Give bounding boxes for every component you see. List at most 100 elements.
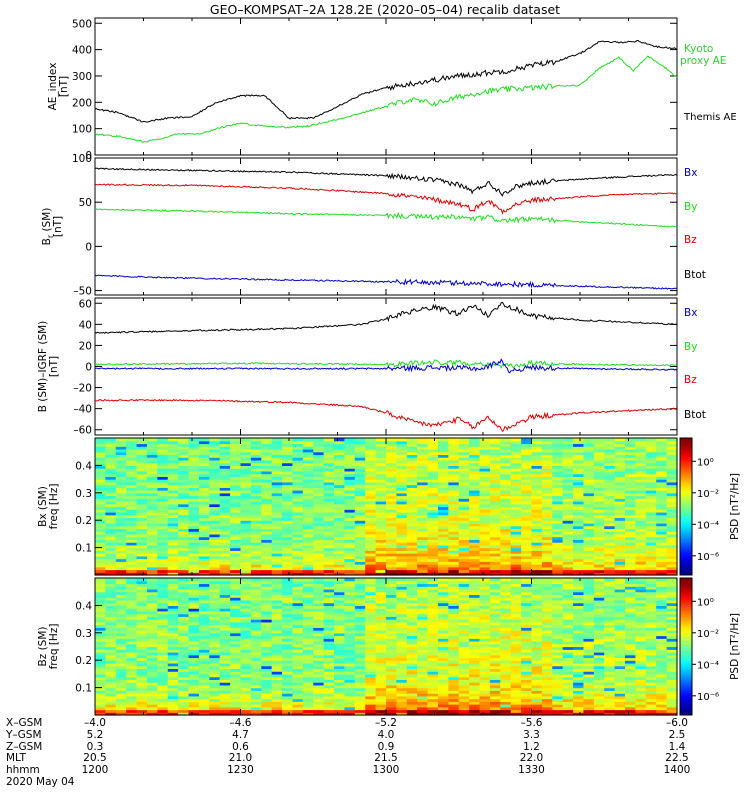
spectrogram-cell (386, 594, 397, 598)
spectrogram-cell (157, 438, 169, 442)
spectrogram-cell (354, 517, 366, 521)
spectrogram-cell (136, 566, 148, 571)
spectrogram-cell (261, 459, 273, 464)
spectrogram-cell (292, 531, 304, 535)
spectrogram-cell (500, 547, 512, 551)
spectrogram-cell (365, 627, 377, 631)
spectrogram-cell (136, 547, 148, 551)
spectrogram-cell (313, 520, 325, 524)
spectrogram-cell (250, 462, 262, 466)
spectrogram-cell (240, 553, 252, 557)
spectrogram-cell (458, 501, 470, 505)
spectrogram-cell (292, 539, 304, 543)
spectrogram-cell (469, 438, 481, 442)
spectrogram-cell (625, 572, 637, 576)
spectrogram-cell (562, 503, 574, 508)
spectrogram-cell (344, 522, 356, 527)
spectrogram-cell (583, 561, 595, 565)
spectrogram-cell (583, 536, 595, 540)
spectrogram-cell (375, 621, 387, 626)
spectrogram-cell (666, 465, 678, 469)
spectrogram-cell (583, 457, 595, 461)
spectrogram-cell (282, 695, 294, 700)
spectrogram-cell (458, 454, 470, 458)
spectrogram-cell (427, 646, 439, 650)
spectrogram-cell (479, 520, 491, 524)
spectrogram-cell (178, 624, 190, 628)
spectrogram-cell (500, 484, 512, 488)
spectrogram-cell (479, 476, 491, 480)
spectrogram-cell (396, 522, 408, 527)
spectrogram-cell (479, 462, 491, 466)
spectrogram-cell (469, 468, 481, 472)
spectrogram-cell (209, 498, 221, 502)
spectrogram-cell (157, 690, 169, 694)
spectrogram-cell (365, 619, 377, 623)
spectrogram-cell (635, 462, 647, 466)
spectrogram-cell (635, 553, 647, 557)
spectrogram-cell (562, 440, 574, 445)
spectrogram-cell (531, 495, 543, 499)
spectrogram-cell (302, 635, 314, 639)
spectrogram-cell (635, 470, 647, 475)
spectrogram-cell (146, 676, 158, 680)
spectrogram-cell (396, 440, 408, 445)
spectrogram-cell (635, 509, 647, 513)
spectrogram-cell (573, 522, 585, 527)
spectrogram-cell (635, 531, 647, 535)
spectrogram-cell (479, 619, 491, 623)
spectrogram-cell (604, 446, 616, 450)
spectrogram-cell (541, 440, 553, 445)
spectrogram-cell (240, 446, 252, 450)
spectrogram-cell (126, 522, 138, 527)
spectrogram-cell (396, 679, 408, 683)
spectrogram-cell (198, 679, 210, 683)
spectrogram-cell (396, 539, 408, 543)
spectrogram-cell (282, 501, 294, 505)
spectrogram-cell (479, 586, 491, 590)
spectrogram-cell (188, 578, 200, 582)
spectrogram-cell (209, 583, 221, 587)
spectrogram-cell (105, 583, 117, 587)
spectrogram-cell (95, 646, 106, 650)
spectrogram-cell (427, 558, 439, 562)
spectrogram-cell (437, 514, 449, 519)
spectrogram-cell (427, 693, 439, 697)
spectrogram-cell (437, 698, 449, 702)
spectrogram-cell (292, 470, 304, 475)
spectrogram-cell (198, 448, 210, 453)
spectrogram-cell (323, 555, 335, 560)
spectrogram-cell (146, 673, 158, 678)
spectrogram-cell (375, 484, 387, 488)
spectrogram-cell (250, 558, 262, 562)
spectrogram-cell (396, 446, 408, 450)
spectrogram-cell (126, 459, 138, 464)
spectrogram-cell (271, 566, 283, 571)
spectrogram-cell (437, 704, 449, 708)
spectrogram-cell (95, 602, 106, 606)
spectrogram-cell (198, 481, 210, 486)
spectrogram-cell (302, 468, 314, 472)
spectrogram-cell (157, 649, 169, 653)
spectrogram-cell (240, 457, 252, 461)
spectrogram-cell (219, 605, 231, 609)
spectrogram-cell (448, 668, 460, 672)
spectrogram-cell (375, 610, 387, 615)
spectrogram-cell (500, 616, 512, 620)
spectrogram-cell (645, 544, 657, 549)
spectrogram-cell (219, 555, 231, 560)
spectrogram-cell (105, 712, 117, 716)
spectrogram-cell (417, 531, 429, 535)
spectrogram-cell (261, 684, 273, 689)
spectrogram-cell (344, 583, 356, 587)
spectrogram-cell (292, 536, 304, 540)
spectrogram-cell (105, 544, 117, 549)
spectrogram-cell (240, 580, 252, 585)
spectrogram-cell (105, 588, 117, 593)
spectrogram-cell (282, 605, 294, 609)
spectrogram-cell (105, 473, 117, 477)
spectrogram-cell (209, 525, 221, 530)
spectrogram-cell (510, 564, 522, 568)
spectrogram-cell (593, 536, 605, 540)
spectrogram-cell (105, 635, 117, 639)
